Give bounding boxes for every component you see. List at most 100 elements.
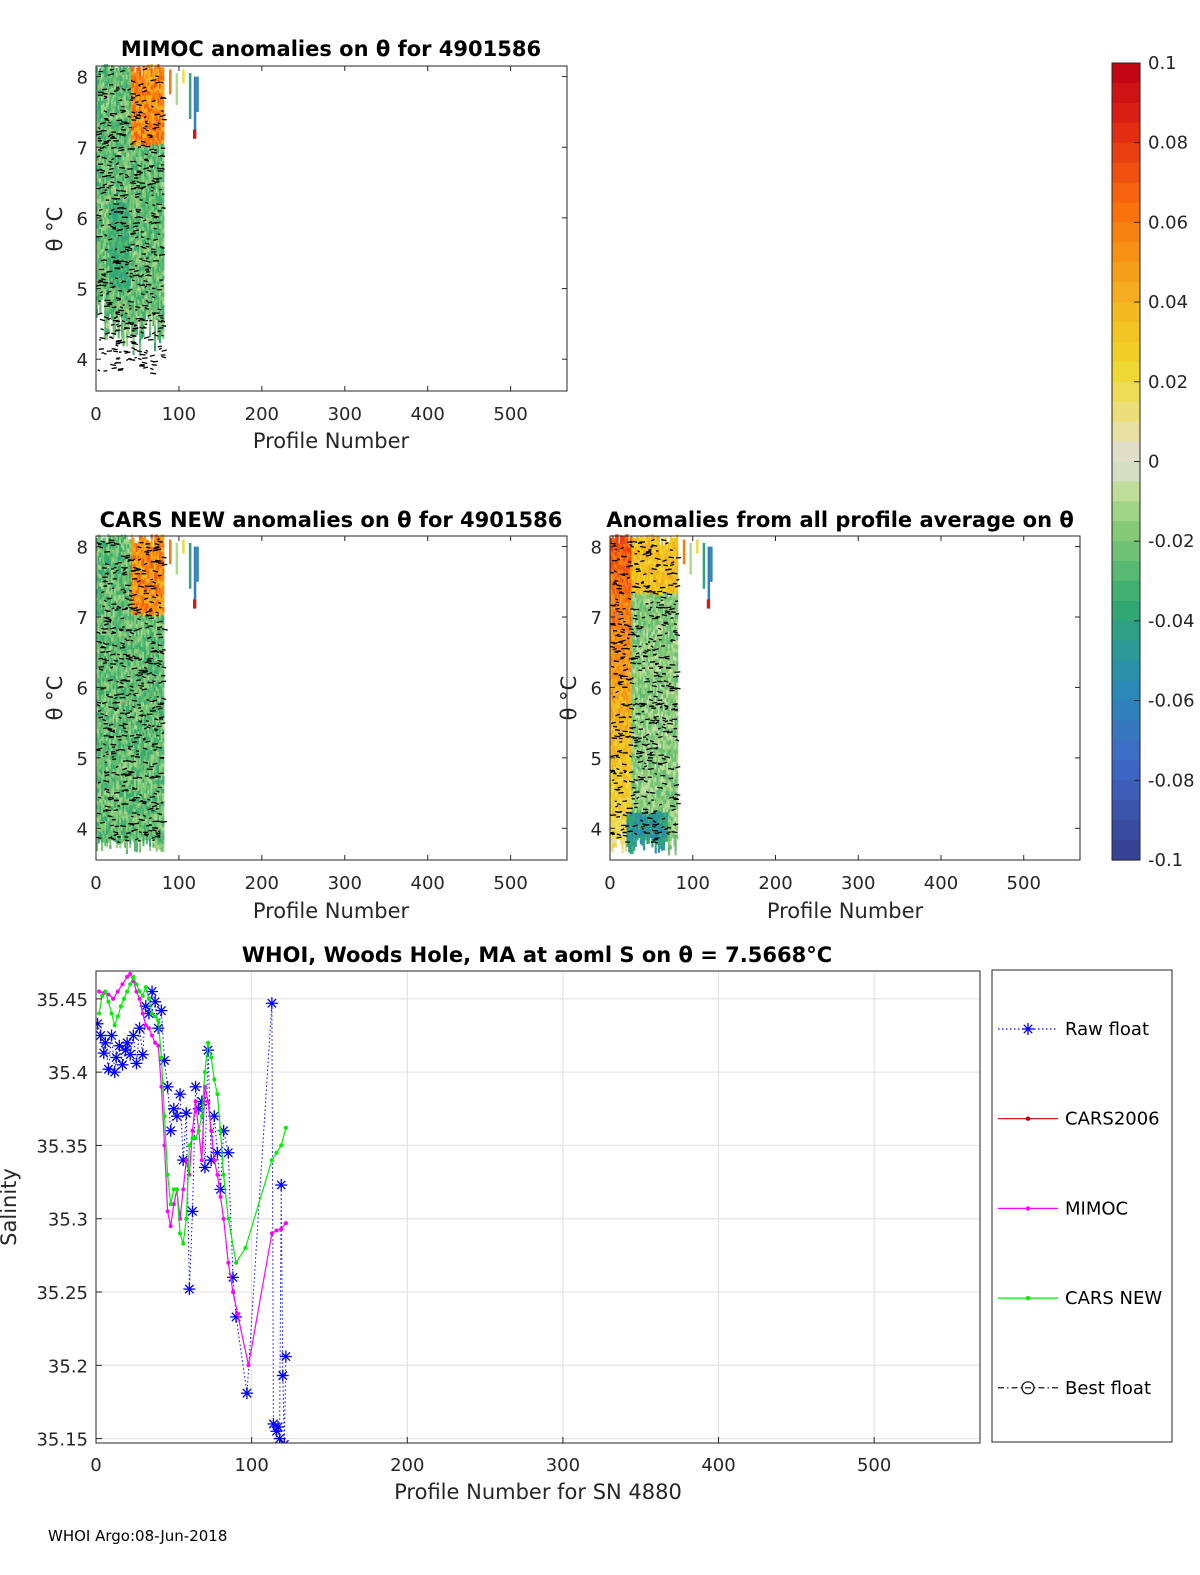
heatmap-cell	[112, 739, 115, 744]
contour-dash	[153, 123, 160, 126]
heatmap-cell	[137, 99, 140, 105]
heatmap-cell	[134, 732, 137, 738]
contour-dash	[128, 307, 132, 310]
heatmap-cell	[97, 228, 100, 233]
contour-dash	[116, 119, 123, 122]
heatmap-cell	[130, 708, 133, 713]
heatmap-cell	[149, 226, 152, 232]
heatmap-cell	[106, 551, 109, 556]
heatmap-cell	[137, 66, 140, 71]
heatmap-cell	[125, 129, 128, 135]
heatmap-cell	[122, 282, 125, 287]
heatmap-cell	[109, 165, 112, 170]
heatmap-cell	[127, 270, 130, 276]
heatmap-cell	[106, 255, 109, 260]
heatmap-cell	[124, 194, 127, 200]
heatmap-cell	[104, 545, 107, 551]
heatmap-cell	[132, 638, 135, 644]
heatmap-cell	[112, 269, 115, 275]
heatmap-cell	[109, 220, 112, 225]
heatmap-cell	[145, 129, 148, 134]
heatmap-cell	[127, 97, 130, 102]
heatmap-cell	[142, 163, 145, 168]
heatmap-cell	[132, 685, 135, 690]
heatmap-cell	[127, 835, 130, 841]
heatmap-cell	[106, 144, 109, 150]
heatmap-cell	[99, 535, 102, 541]
contour-dash	[153, 215, 160, 218]
heatmap-cell	[114, 655, 117, 661]
contour-dash	[139, 182, 146, 185]
heatmap-cell	[97, 572, 100, 578]
heatmap-cell	[137, 710, 140, 715]
heatmap-cell	[102, 221, 105, 227]
heatmap-cell	[134, 284, 137, 290]
heatmap-cell	[134, 318, 137, 324]
heatmap-cell	[117, 569, 120, 575]
heatmap-cell	[112, 582, 115, 588]
contour-dash	[103, 96, 107, 100]
heatmap-cell	[130, 779, 133, 785]
heatmap-cell	[109, 616, 112, 621]
heatmap-cell	[130, 610, 133, 616]
heatmap-cell	[110, 149, 113, 155]
heatmap-cell	[150, 68, 153, 73]
heatmap-cell	[101, 816, 104, 822]
heatmap-cell	[99, 726, 102, 731]
heatmap-cell	[132, 244, 135, 249]
heatmap-cell	[159, 338, 162, 344]
heatmap-cell	[96, 270, 99, 276]
heatmap-cell	[99, 637, 102, 642]
heatmap-cell	[125, 752, 128, 757]
heatmap-cell	[159, 202, 162, 208]
heatmap-cell	[114, 143, 117, 149]
heatmap-cell	[147, 280, 150, 286]
heatmap-cell	[152, 304, 155, 310]
heatmap-cell	[119, 70, 122, 76]
contour-dash	[142, 67, 148, 71]
contour-dash	[139, 284, 146, 287]
heatmap-cell	[117, 810, 120, 816]
heatmap-cell	[127, 304, 130, 310]
heatmap-cell	[132, 155, 135, 160]
heatmap-cell	[119, 569, 122, 574]
heatmap-cell	[130, 88, 133, 93]
heatmap-cell	[112, 159, 115, 164]
heatmap-cell	[107, 108, 110, 114]
heatmap-cell	[107, 660, 110, 666]
heatmap-cell	[101, 75, 104, 80]
heatmap-cell	[125, 739, 128, 745]
heatmap-cell	[132, 210, 135, 215]
heatmap-cell	[132, 634, 135, 640]
contour-dash	[115, 320, 120, 323]
heatmap-cell	[145, 116, 148, 121]
heatmap-cell	[149, 214, 152, 219]
heatmap-cell	[97, 96, 100, 102]
contour-dash	[141, 99, 147, 103]
heatmap-cell	[97, 130, 100, 136]
heatmap-cell	[162, 287, 165, 293]
heatmap-cell	[112, 692, 115, 698]
heatmap-cell	[97, 762, 100, 768]
heatmap-cell	[115, 716, 118, 722]
heatmap-cell	[99, 284, 102, 289]
heatmap-cell	[130, 152, 133, 157]
heatmap-cell	[150, 271, 153, 277]
heatmap-cell	[154, 185, 157, 191]
heatmap-cell	[135, 556, 138, 561]
heatmap-cell	[110, 222, 113, 227]
heatmap-cell	[109, 747, 112, 752]
heatmap-cell	[142, 269, 145, 274]
heatmap-cell	[114, 740, 117, 745]
heatmap-cell	[135, 161, 138, 166]
heatmap-cell	[132, 257, 135, 262]
heatmap-cell	[99, 67, 102, 73]
heatmap-cell	[127, 704, 130, 710]
heatmap-cell	[142, 247, 145, 253]
heatmap-cell	[120, 296, 123, 302]
heatmap-cell	[135, 632, 138, 637]
heatmap-cell	[110, 535, 113, 540]
contour-dash	[102, 183, 108, 187]
heatmap-cell	[144, 167, 147, 173]
heatmap-cell	[152, 262, 155, 267]
